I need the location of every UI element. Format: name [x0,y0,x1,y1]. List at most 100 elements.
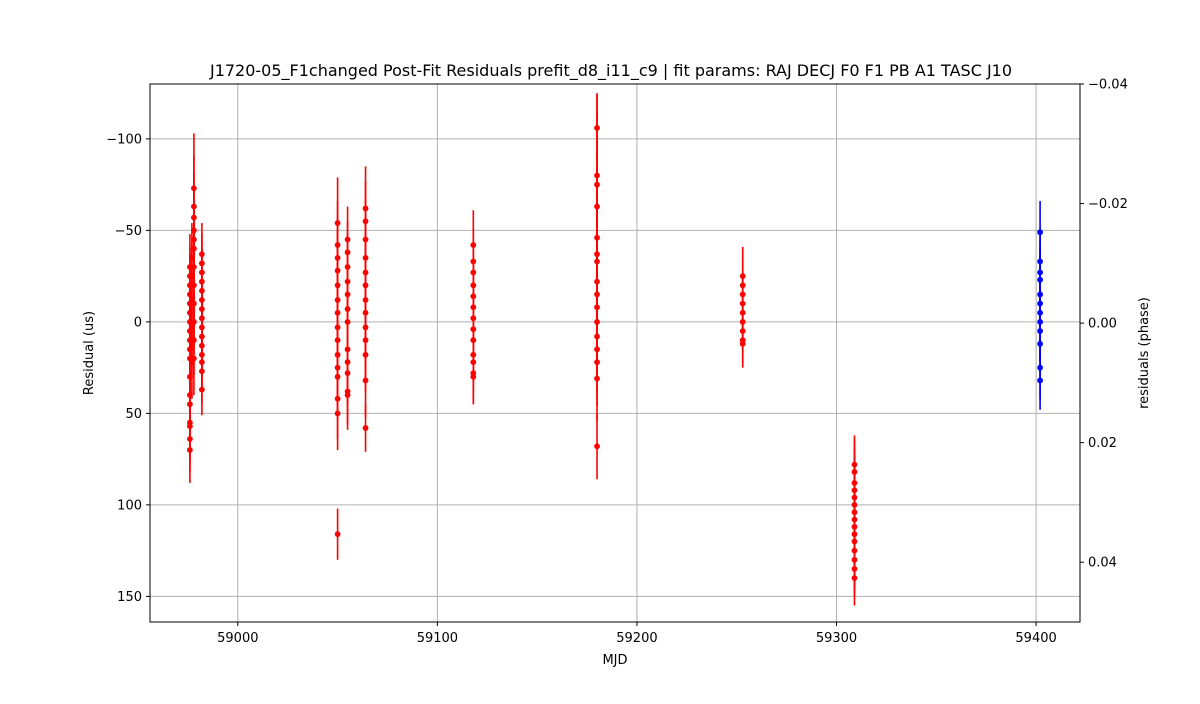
data-point [334,220,341,226]
y2-axis-label: residuals (phase) [1137,297,1152,409]
data-point [191,227,197,234]
data-point [851,516,858,523]
data-point [187,328,193,334]
data-point [187,423,193,430]
data-point [334,351,341,358]
data-point [739,340,746,347]
data-point [191,337,197,344]
data-point [344,346,351,353]
data-point [851,523,858,530]
data-point [191,203,197,210]
data-point [191,214,197,221]
data-point [1037,340,1043,347]
data-point [362,425,369,431]
data-point [1037,377,1043,384]
y-tick-label: 150 [117,590,142,605]
data-point [594,258,600,265]
data-point [470,337,477,344]
data-point [1037,300,1043,307]
data-point [191,318,197,325]
data-point [594,304,600,311]
data-point [1037,229,1043,236]
data-point [851,461,858,468]
data-point [851,494,858,501]
x-axis-label: MJD [602,653,627,668]
data-point [594,172,600,179]
data-point [470,282,477,289]
data-point [198,342,205,349]
data-point [344,370,351,377]
data-point [470,326,477,333]
chart-title: J1720-05_F1changed Post-Fit Residuals pr… [209,61,1012,81]
data-point [851,547,858,554]
data-point [362,377,369,384]
data-point [470,304,477,311]
data-point [334,267,341,274]
data-point [851,480,858,486]
y-tick-label: 50 [125,407,142,422]
data-point [198,368,205,375]
data-point [739,273,746,280]
data-point [851,538,858,545]
data-point [198,269,205,276]
y-tick-label: −100 [106,132,142,147]
data-point [1037,364,1043,371]
data-point [334,364,341,371]
data-point [594,181,600,188]
data-point [594,203,600,210]
data-point [594,359,600,366]
data-point [362,236,369,243]
data-point [191,355,197,362]
data-point [851,501,858,508]
data-point [198,359,205,366]
data-point [187,309,193,316]
data-point [470,373,477,380]
data-point [334,242,341,248]
x-tick-label: 59100 [417,631,458,646]
data-point [362,324,369,331]
data-point [198,315,205,322]
data-point [191,245,197,252]
data-point [851,531,858,538]
data-point [334,395,341,402]
data-point [191,264,197,270]
data-point [198,251,205,258]
data-point [470,315,477,322]
data-point [470,359,477,366]
data-point [851,509,858,516]
grid-lines [150,84,1080,622]
data-point [334,324,341,331]
data-point [344,264,351,270]
y2-tick-label: −0.02 [1088,197,1128,212]
data-point [594,125,600,131]
data-point [187,447,193,453]
data-point [344,291,351,298]
data-point [334,410,341,417]
data-point [189,273,195,280]
data-point [739,309,746,316]
axes: 59000 59100 59200 59300 59400 −100 −50 0 50 100 15… [106,78,1128,647]
data-point [739,300,746,307]
data-point [1037,328,1043,334]
y2-tick-label: 0.04 [1088,556,1117,571]
data-point [334,254,341,261]
data-point [594,234,600,241]
y-axis-label: Residual (us) [82,311,97,395]
x-tick-label: 59300 [816,631,857,646]
data-point [1037,309,1043,316]
data-point [334,297,341,303]
data-point [851,469,858,475]
data-point [198,333,205,340]
data-point [739,282,746,289]
data-point [334,337,341,344]
data-point [187,346,193,353]
data-point [198,278,205,285]
data-point [198,287,205,294]
data-point [851,566,858,572]
data-point [344,278,351,285]
data-point [198,324,205,331]
data-point [362,218,369,225]
data-point [334,373,341,380]
data-point [362,269,369,276]
